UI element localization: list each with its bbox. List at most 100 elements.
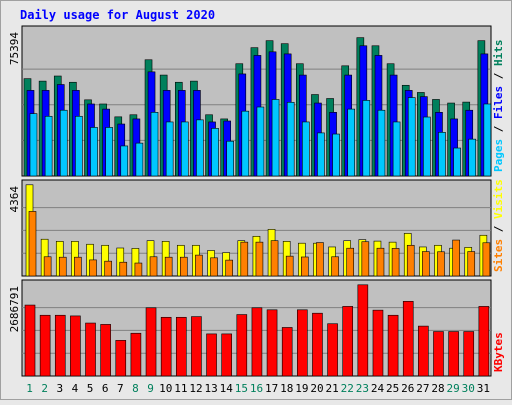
x-tick-label: 18	[280, 382, 293, 395]
right-label-part: Hits	[492, 40, 505, 67]
x-tick-label: 19	[295, 382, 308, 395]
x-tick-label: 11	[174, 382, 187, 395]
bar-pages-7	[120, 145, 129, 177]
right-label-part: /	[492, 119, 505, 139]
bar-sites-17	[270, 240, 279, 277]
bar-pages-4	[75, 115, 83, 177]
bar-kbytes-6	[100, 324, 111, 377]
panel-middle-ymax-label: 4364	[8, 186, 21, 213]
bar-pages-5	[90, 127, 98, 177]
bar-kbytes-2	[39, 314, 51, 377]
x-tick-label: 7	[117, 382, 124, 395]
bar-pages-10	[165, 121, 174, 177]
bar-sites-24	[376, 247, 385, 277]
bar-sites-27	[422, 251, 430, 277]
bar-pages-6	[105, 127, 113, 177]
bar-sites-23	[361, 241, 370, 277]
bar-sites-21	[331, 256, 339, 277]
x-tick-label: 12	[189, 382, 202, 395]
bar-sites-22	[346, 247, 355, 277]
bar-kbytes-9	[145, 307, 157, 377]
right-label-part: Files	[492, 86, 505, 119]
right-label-part: Visits	[492, 179, 505, 219]
x-tick-label: 20	[310, 382, 323, 395]
bar-sites-8	[134, 262, 143, 277]
bar-pages-11	[180, 121, 189, 177]
bar-kbytes-14	[221, 333, 232, 377]
panel-bottom-ymax-label: 2686791	[8, 286, 21, 332]
bar-sites-29	[452, 239, 460, 277]
bar-kbytes-11	[175, 316, 187, 377]
x-tick-label: 1	[26, 382, 33, 395]
bar-pages-19	[302, 121, 310, 177]
bar-sites-5	[89, 259, 97, 277]
x-tick-label: 4	[72, 382, 79, 395]
panel-bottom: 2686791 KBytes	[8, 279, 505, 377]
bar-sites-30	[467, 251, 476, 277]
bar-kbytes-1	[24, 304, 36, 377]
bar-sites-18	[285, 255, 294, 277]
bar-pages-28	[438, 132, 446, 177]
bar-pages-18	[286, 101, 295, 177]
bar-pages-25	[392, 121, 401, 177]
bar-kbytes-8	[130, 332, 142, 377]
bar-sites-10	[164, 256, 173, 277]
x-tick-label: 26	[401, 382, 414, 395]
bar-kbytes-5	[85, 322, 96, 377]
bar-pages-12	[196, 119, 204, 177]
bar-kbytes-13	[206, 333, 217, 377]
x-tick-label: 21	[326, 382, 339, 395]
bar-sites-7	[119, 261, 128, 277]
series-sites	[28, 211, 491, 277]
x-tick-label: 6	[102, 382, 109, 395]
panel-middle: 4364 Sites / Visits	[8, 179, 505, 277]
bar-kbytes-22	[342, 306, 354, 377]
bar-kbytes-21	[327, 323, 338, 377]
bar-kbytes-17	[266, 309, 278, 377]
panel-middle-right-label: Sites / Visits	[492, 179, 505, 272]
bar-kbytes-7	[115, 340, 127, 377]
bar-kbytes-15	[236, 314, 248, 377]
bar-pages-8	[135, 142, 144, 177]
series-pages	[29, 97, 492, 177]
bar-kbytes-12	[191, 316, 202, 377]
bar-pages-20	[317, 132, 325, 177]
x-tick-label: 9	[147, 382, 154, 395]
bar-kbytes-4	[70, 315, 81, 377]
bar-kbytes-25	[387, 314, 399, 377]
panel-bottom-right-label: KBytes	[492, 332, 505, 372]
bar-sites-2	[43, 256, 52, 277]
x-tick-label: 27	[416, 382, 429, 395]
bar-kbytes-19	[297, 309, 308, 377]
bar-pages-21	[332, 133, 340, 177]
x-tick-label: 24	[371, 382, 385, 395]
chart-title: Daily usage for August 2020	[20, 8, 215, 22]
bar-sites-26	[406, 244, 415, 277]
panel-top-right-label: Pages / Files / Hits	[492, 40, 505, 173]
x-tick-label: 13	[204, 382, 217, 395]
right-label-part: Sites	[492, 239, 505, 272]
bar-sites-11	[179, 256, 188, 277]
right-label-part: KBytes	[492, 332, 505, 372]
x-tick-label: 25	[386, 382, 399, 395]
bar-pages-14	[226, 140, 234, 177]
panel-top-ymax-label: 75394	[8, 32, 21, 65]
bar-kbytes-30	[463, 331, 475, 377]
bar-kbytes-20	[312, 312, 323, 377]
right-label-part: Pages	[492, 139, 505, 172]
bar-kbytes-29	[448, 331, 459, 377]
bar-sites-19	[301, 256, 309, 277]
x-tick-label: 22	[341, 382, 354, 395]
bar-sites-3	[58, 256, 67, 277]
x-tick-label: 14	[220, 382, 234, 395]
x-tick-label: 2	[41, 382, 48, 395]
right-label-part: /	[492, 66, 505, 86]
bar-sites-16	[255, 241, 264, 277]
bar-pages-15	[241, 110, 250, 177]
bar-sites-15	[240, 241, 249, 277]
x-tick-label: 15	[235, 382, 248, 395]
x-tick-label: 23	[356, 382, 369, 395]
bar-sites-1	[28, 211, 37, 277]
x-tick-label: 5	[87, 382, 94, 395]
bar-pages-22	[347, 108, 356, 177]
